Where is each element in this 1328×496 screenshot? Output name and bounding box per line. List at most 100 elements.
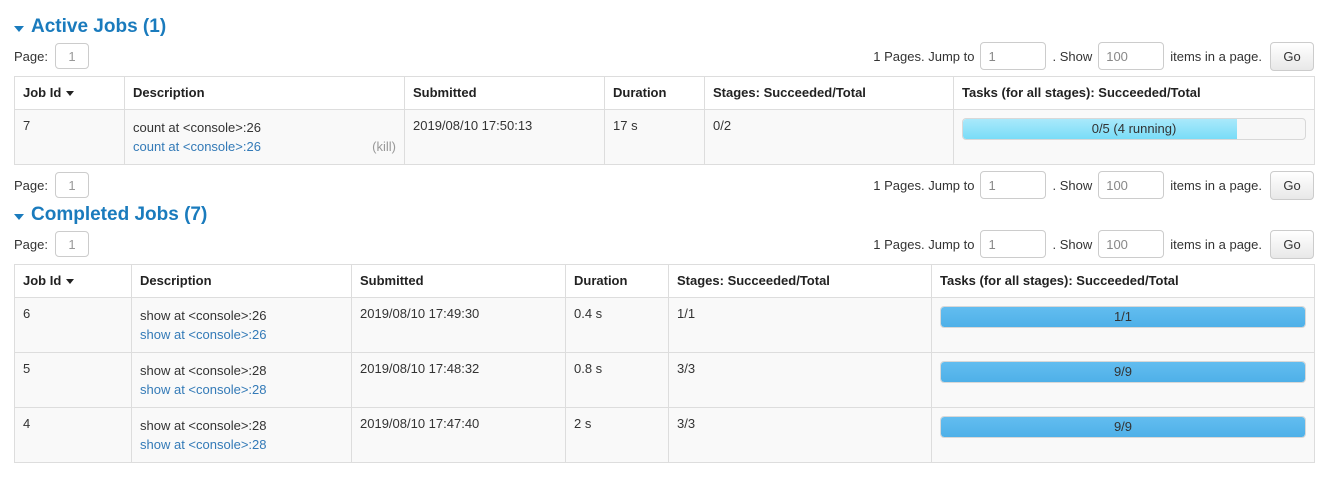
cell-duration: 0.4 s — [565, 297, 669, 353]
cell-tasks: 9/9 — [931, 352, 1315, 408]
cell-job-id: 7 — [14, 109, 125, 165]
column-header-submitted[interactable]: Submitted — [404, 76, 605, 110]
jump-to-input[interactable] — [980, 42, 1047, 70]
cell-job-id: 6 — [14, 297, 132, 353]
completed-jobs-table: Job Id Description Submitted Duration St… — [14, 264, 1315, 463]
sort-desc-icon[interactable] — [66, 279, 75, 284]
column-header-description[interactable]: Description — [124, 76, 405, 110]
pages-jump-text: 1 Pages. Jump to — [873, 177, 975, 193]
header-text: Submitted — [360, 273, 424, 288]
table-row: 6 show at <console>:26 show at <console>… — [14, 297, 1315, 353]
task-progress-bar: 0/5 (4 running) — [962, 118, 1306, 140]
table-row: 4 show at <console>:28 show at <console>… — [14, 407, 1315, 463]
show-text: . Show — [1052, 236, 1093, 252]
job-description-link[interactable]: count at <console>:26 — [133, 139, 261, 154]
items-in-page-text: items in a page. — [1170, 48, 1262, 64]
page-number-input[interactable] — [54, 172, 89, 198]
completed-pager-top-left: Page: — [14, 224, 89, 264]
header-text: Tasks (for all stages): Succeeded/Total — [940, 273, 1179, 288]
items-in-page-text: items in a page. — [1170, 177, 1262, 193]
active-pager-bottom-right: 1 Pages. Jump to . Show items in a page.… — [873, 165, 1314, 205]
active-pager-top-left: Page: — [14, 36, 89, 76]
pages-jump-text: 1 Pages. Jump to — [873, 48, 975, 64]
jump-to-input[interactable] — [980, 230, 1047, 258]
task-progress-bar: 9/9 — [940, 361, 1306, 383]
column-header-stages[interactable]: Stages: Succeeded/Total — [704, 76, 954, 110]
active-pager-top-right: 1 Pages. Jump to . Show items in a page.… — [873, 36, 1314, 76]
page-label: Page: — [14, 236, 48, 252]
active-jobs-section-header[interactable]: Active Jobs (1) — [14, 17, 1314, 36]
progress-fill — [941, 417, 1305, 437]
table-row: 5 show at <console>:28 show at <console>… — [14, 352, 1315, 408]
progress-label: 9/9 — [1113, 364, 1133, 379]
show-text: . Show — [1052, 48, 1093, 64]
column-header-duration[interactable]: Duration — [565, 264, 669, 298]
cell-tasks: 1/1 — [931, 297, 1315, 353]
cell-stages: 3/3 — [668, 352, 932, 408]
page-size-input[interactable] — [1098, 42, 1165, 70]
cell-submitted: 2019/08/10 17:47:40 — [351, 407, 566, 463]
cell-description: show at <console>:26 show at <console>:2… — [131, 297, 352, 353]
job-description-link[interactable]: show at <console>:26 — [140, 327, 267, 342]
column-header-duration[interactable]: Duration — [604, 76, 705, 110]
cell-tasks: 9/9 — [931, 407, 1315, 463]
column-header-job-id[interactable]: Job Id — [14, 76, 125, 110]
progress-label: 9/9 — [1113, 419, 1133, 434]
description-link-line: show at <console>:28 — [140, 380, 343, 399]
active-jobs-title: Active Jobs (1) — [31, 16, 167, 37]
task-progress-bar: 1/1 — [940, 306, 1306, 328]
progress-fill — [963, 119, 1237, 139]
active-table-header-row: Job Id Description Submitted Duration St… — [14, 76, 1315, 110]
jump-to-input[interactable] — [980, 171, 1047, 199]
go-button[interactable]: Go — [1270, 41, 1314, 71]
cell-description: show at <console>:28 show at <console>:2… — [131, 407, 352, 463]
completed-jobs-section-header[interactable]: Completed Jobs (7) — [14, 205, 1314, 224]
caret-down-icon[interactable] — [14, 213, 24, 220]
spark-jobs-page: Active Jobs (1) Page: 1 Pages. Jump to .… — [14, 0, 1315, 463]
progress-fill — [941, 362, 1305, 382]
go-button[interactable]: Go — [1270, 229, 1314, 259]
cell-submitted: 2019/08/10 17:48:32 — [351, 352, 566, 408]
header-text: Submitted — [413, 85, 477, 100]
column-header-tasks[interactable]: Tasks (for all stages): Succeeded/Total — [953, 76, 1315, 110]
description-text: show at <console>:26 — [140, 308, 267, 323]
completed-jobs-title: Completed Jobs (7) — [31, 204, 208, 225]
column-header-tasks[interactable]: Tasks (for all stages): Succeeded/Total — [931, 264, 1315, 298]
caret-down-icon[interactable] — [14, 25, 24, 32]
job-description-link[interactable]: show at <console>:28 — [140, 437, 267, 452]
cell-stages: 1/1 — [668, 297, 932, 353]
description-text: show at <console>:28 — [140, 418, 267, 433]
kill-job-link[interactable]: (kill) — [372, 139, 396, 154]
cell-duration: 17 s — [604, 109, 705, 165]
page-number-input[interactable] — [54, 43, 89, 69]
column-header-job-id[interactable]: Job Id — [14, 264, 132, 298]
header-text: Job Id — [23, 273, 62, 288]
page-number-input[interactable] — [54, 231, 89, 257]
description-link-line: count at <console>:26 (kill) — [133, 137, 396, 156]
cell-stages: 3/3 — [668, 407, 932, 463]
sort-desc-icon[interactable] — [66, 91, 75, 96]
column-header-submitted[interactable]: Submitted — [351, 264, 566, 298]
header-text: Job Id — [23, 85, 62, 100]
top-spacer — [14, 0, 1314, 17]
page-size-input[interactable] — [1098, 171, 1165, 199]
completed-pager-top-right: 1 Pages. Jump to . Show items in a page.… — [873, 224, 1314, 264]
progress-label: 1/1 — [1113, 309, 1133, 324]
cell-job-id: 5 — [14, 352, 132, 408]
page-size-input[interactable] — [1098, 230, 1165, 258]
header-text: Duration — [574, 273, 628, 288]
description-text: show at <console>:28 — [140, 363, 267, 378]
cell-duration: 2 s — [565, 407, 669, 463]
cell-job-id: 4 — [14, 407, 132, 463]
completed-jobs-pager-top: Page: 1 Pages. Jump to . Show items in a… — [14, 224, 1314, 264]
go-button[interactable]: Go — [1270, 170, 1314, 200]
description-link-line: show at <console>:28 — [140, 435, 343, 454]
job-description-link[interactable]: show at <console>:28 — [140, 382, 267, 397]
description-text: count at <console>:26 — [133, 120, 261, 135]
column-header-stages[interactable]: Stages: Succeeded/Total — [668, 264, 932, 298]
column-header-description[interactable]: Description — [131, 264, 352, 298]
active-jobs-table: Job Id Description Submitted Duration St… — [14, 76, 1315, 165]
progress-fill — [941, 307, 1305, 327]
cell-description: count at <console>:26 count at <console>… — [124, 109, 405, 165]
cell-duration: 0.8 s — [565, 352, 669, 408]
